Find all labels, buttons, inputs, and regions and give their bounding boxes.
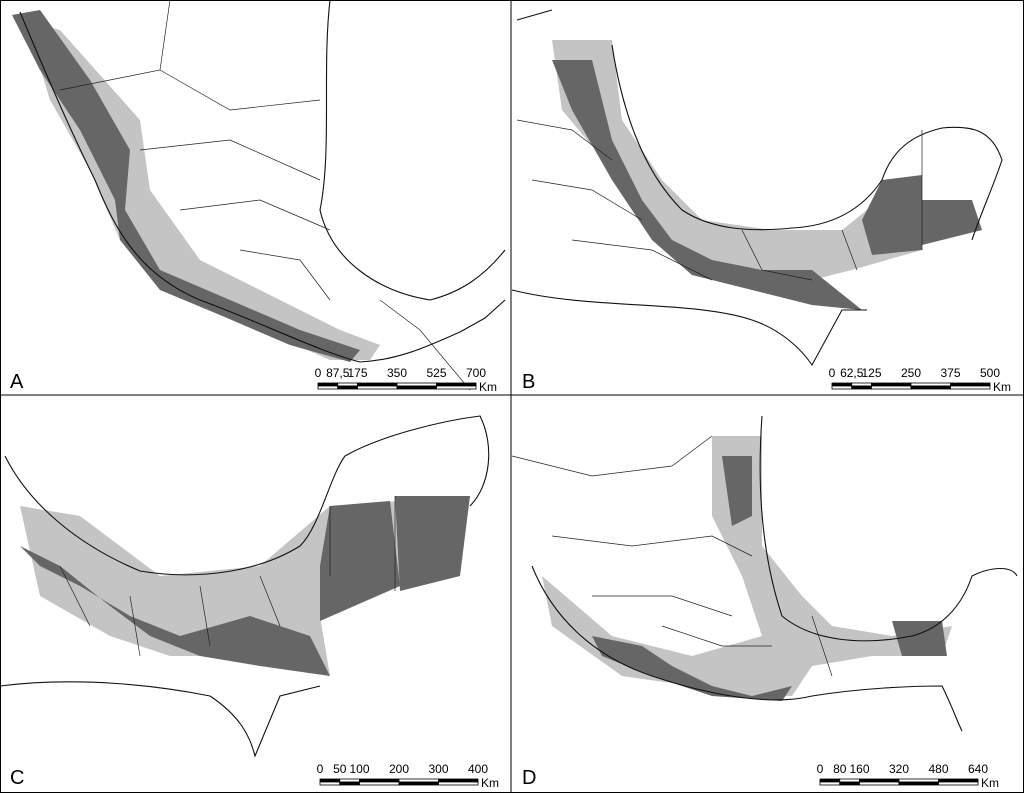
panel-label: A bbox=[10, 371, 24, 393]
scale-tick-label: 350 bbox=[387, 366, 407, 380]
scale-segment bbox=[839, 778, 860, 783]
state-border bbox=[516, 119, 923, 281]
range-light bbox=[20, 501, 400, 676]
coastline bbox=[0, 681, 321, 758]
scale-segment bbox=[337, 385, 358, 390]
scale-segment bbox=[819, 778, 841, 783]
panel-label: D bbox=[522, 767, 536, 789]
scale-tick-label: 320 bbox=[889, 762, 909, 776]
scale-segment bbox=[438, 781, 479, 786]
range-light bbox=[542, 436, 952, 696]
scale-tick-label: 62,5 bbox=[840, 366, 864, 380]
coastline bbox=[4, 415, 490, 576]
scale-segment bbox=[337, 382, 358, 387]
scale-tick-label: 50 bbox=[333, 762, 347, 776]
scale-tick-label: 200 bbox=[389, 762, 409, 776]
scale-tick-label: 525 bbox=[426, 366, 446, 380]
scale-segment bbox=[831, 385, 853, 390]
coastline bbox=[511, 289, 867, 367]
coastline bbox=[531, 565, 963, 732]
scale-segment bbox=[851, 382, 872, 387]
scale-tick-label: 250 bbox=[901, 366, 921, 380]
coastline bbox=[19, 11, 506, 363]
scale-segment bbox=[871, 382, 912, 387]
scale-segment bbox=[317, 382, 339, 387]
scale-segment bbox=[871, 385, 912, 390]
scale-segment bbox=[938, 781, 979, 786]
scale-segment bbox=[357, 382, 398, 387]
scale-segment bbox=[357, 385, 398, 390]
state-border bbox=[511, 435, 833, 677]
scale-tick-label: 375 bbox=[940, 366, 960, 380]
scale-segment bbox=[898, 781, 939, 786]
scale-segment bbox=[438, 778, 479, 783]
scale-tick-label: 700 bbox=[466, 366, 486, 380]
range-light bbox=[25, 20, 380, 360]
range-dark bbox=[552, 60, 982, 310]
scale-tick-label: 500 bbox=[980, 366, 1000, 380]
scale-unit: Km bbox=[481, 776, 499, 790]
scale-segment bbox=[398, 778, 439, 783]
scale-tick-label: 300 bbox=[428, 762, 448, 776]
scale-segment bbox=[819, 781, 841, 786]
scale-segment bbox=[831, 382, 853, 387]
scale-tick-label: 480 bbox=[928, 762, 948, 776]
scale-tick-label: 0 bbox=[829, 366, 836, 380]
scale-segment bbox=[339, 778, 360, 783]
state-border bbox=[59, 0, 471, 391]
scale-segment bbox=[436, 385, 477, 390]
scale-segment bbox=[436, 382, 477, 387]
scale-segment bbox=[910, 385, 951, 390]
scale-segment bbox=[859, 781, 900, 786]
coastline bbox=[516, 9, 1003, 241]
scale-unit: Km bbox=[981, 776, 999, 790]
state-border bbox=[59, 496, 396, 657]
panel-label: C bbox=[10, 767, 24, 789]
panel-label: B bbox=[522, 371, 535, 393]
scale-segment bbox=[950, 385, 991, 390]
scale-tick-label: 160 bbox=[849, 762, 869, 776]
scale-segment bbox=[898, 778, 939, 783]
scale-tick-label: 175 bbox=[347, 366, 367, 380]
scale-unit: Km bbox=[993, 380, 1011, 394]
scale-segment bbox=[910, 382, 951, 387]
scale-tick-label: 0 bbox=[317, 762, 324, 776]
coastline bbox=[759, 415, 1018, 642]
scale-segment bbox=[859, 778, 900, 783]
scale-tick-label: 400 bbox=[468, 762, 488, 776]
scale-tick-label: 0 bbox=[817, 762, 824, 776]
scale-segment bbox=[950, 382, 991, 387]
scale-segment bbox=[359, 778, 400, 783]
scale-segment bbox=[319, 781, 341, 786]
range-dark bbox=[12, 10, 360, 362]
scale-unit: Km bbox=[479, 380, 497, 394]
scale-tick-label: 87,5 bbox=[326, 366, 350, 380]
scale-tick-label: 80 bbox=[833, 762, 847, 776]
scale-segment bbox=[938, 778, 979, 783]
scale-segment bbox=[839, 781, 860, 786]
coastline bbox=[319, 0, 506, 301]
scale-segment bbox=[359, 781, 400, 786]
scale-segment bbox=[396, 382, 437, 387]
range-dark bbox=[20, 496, 470, 676]
scale-segment bbox=[339, 781, 360, 786]
scale-segment bbox=[396, 385, 437, 390]
scale-tick-label: 125 bbox=[861, 366, 881, 380]
scale-tick-label: 640 bbox=[968, 762, 988, 776]
scale-tick-label: 0 bbox=[315, 366, 322, 380]
scale-segment bbox=[851, 385, 872, 390]
scale-segment bbox=[319, 778, 341, 783]
scale-segment bbox=[398, 781, 439, 786]
scale-tick-label: 100 bbox=[349, 762, 369, 776]
scale-segment bbox=[317, 385, 339, 390]
